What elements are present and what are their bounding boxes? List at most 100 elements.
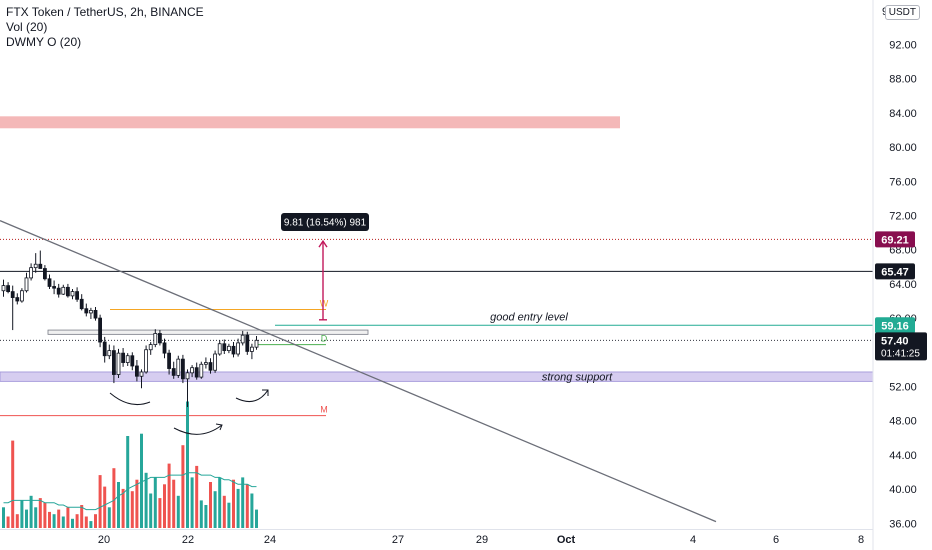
volume-bar	[57, 509, 61, 528]
candle-body	[24, 277, 29, 292]
candle	[47, 274, 52, 290]
candle	[107, 344, 112, 360]
volume-bar	[34, 507, 38, 528]
price-tick-label: 52.00	[889, 382, 917, 394]
time-tick-label: 29	[476, 534, 488, 546]
volume-bar	[163, 484, 166, 528]
candle	[222, 339, 227, 355]
candle-body	[93, 310, 98, 319]
volume-bar	[153, 477, 157, 528]
candle	[148, 342, 153, 355]
candle-body	[162, 342, 167, 354]
candle-body	[217, 343, 222, 355]
time-tick-label: 6	[773, 534, 779, 546]
volume-bar	[11, 440, 15, 528]
candle-body	[130, 355, 135, 367]
candle	[180, 354, 185, 384]
resistance-zone	[0, 116, 620, 129]
volume-bar	[144, 472, 148, 528]
candle-body	[185, 372, 190, 380]
candle	[240, 330, 245, 346]
head-curve-arrowhead	[215, 423, 223, 431]
measure-label-box	[281, 213, 369, 231]
candle	[157, 330, 162, 346]
candle	[185, 369, 190, 408]
price-tag-box	[875, 317, 915, 334]
daily-open-label: D	[321, 334, 328, 344]
candle	[15, 293, 20, 305]
volume-bar	[172, 479, 176, 528]
volume-bar	[218, 477, 222, 528]
time-tick-label: 8	[858, 534, 864, 546]
candle	[89, 307, 93, 319]
strong-support-zone	[0, 371, 874, 382]
candle-body	[102, 341, 107, 357]
volume-bar	[6, 516, 10, 528]
candle	[6, 282, 10, 294]
candle	[33, 253, 38, 273]
volume-bar	[245, 484, 249, 528]
candle	[208, 358, 213, 374]
volume-bar	[255, 509, 258, 528]
candle-body	[176, 358, 181, 376]
time-tick-label: 24	[264, 534, 276, 546]
dwmy-indicator-label[interactable]: DWMY O (20)	[6, 35, 82, 49]
candle-body	[79, 298, 84, 310]
volume-bar	[209, 482, 212, 528]
price-tick-label: 84.00	[889, 108, 917, 120]
last-price-tag-box	[875, 332, 927, 361]
time-tick-label: 20	[98, 534, 110, 546]
candle-body	[38, 263, 43, 269]
candle-body	[121, 352, 125, 363]
candle	[231, 342, 236, 358]
symbol-title[interactable]: FTX Token / TetherUS, 2h, BINANCE	[6, 5, 204, 19]
volume-bar	[135, 479, 139, 528]
volume-bar	[167, 463, 171, 528]
candle	[144, 345, 149, 374]
candle	[171, 361, 176, 379]
candle-body	[52, 286, 56, 289]
candle-body	[19, 290, 24, 302]
candle-body	[29, 267, 34, 279]
candle-body	[1, 285, 6, 292]
candle	[194, 362, 199, 380]
volume-bar	[190, 477, 194, 528]
candle-body	[6, 285, 10, 292]
candle	[245, 331, 250, 355]
candle-body	[157, 333, 162, 344]
candle	[29, 263, 34, 281]
candle-body	[70, 291, 75, 297]
candle	[56, 283, 61, 298]
volume-bar	[130, 491, 134, 528]
volume-bar	[48, 511, 51, 528]
volume-bar	[61, 516, 65, 528]
volume-indicator-label[interactable]: Vol (20)	[6, 20, 48, 34]
volume-bar	[149, 493, 153, 528]
volume-bar	[158, 498, 162, 528]
candle-body	[134, 365, 139, 377]
good-entry-level-label: good entry level	[490, 311, 568, 323]
candle-body	[194, 367, 199, 378]
measure-arrow-head	[318, 239, 328, 248]
candle	[66, 283, 70, 298]
volume-bar	[181, 445, 185, 528]
volume-bar	[112, 468, 116, 528]
price-tag-label: 65.47	[881, 266, 909, 278]
volume-bar	[117, 482, 120, 528]
candle-body	[56, 287, 61, 295]
candle	[249, 343, 254, 360]
currency-label[interactable]: USDT	[884, 5, 920, 20]
candle	[98, 314, 102, 348]
volume-bar	[126, 436, 130, 528]
right-shoulder-arrowhead	[262, 389, 269, 396]
candle	[254, 336, 259, 350]
candle-body	[245, 334, 250, 352]
candle	[10, 285, 15, 331]
candle-body	[43, 268, 47, 280]
candle-body	[199, 363, 204, 378]
price-tag-label: 69.21	[881, 234, 909, 246]
candle	[162, 338, 167, 359]
volume-bar	[195, 465, 199, 528]
price-tick-label: 68.00	[889, 245, 917, 257]
